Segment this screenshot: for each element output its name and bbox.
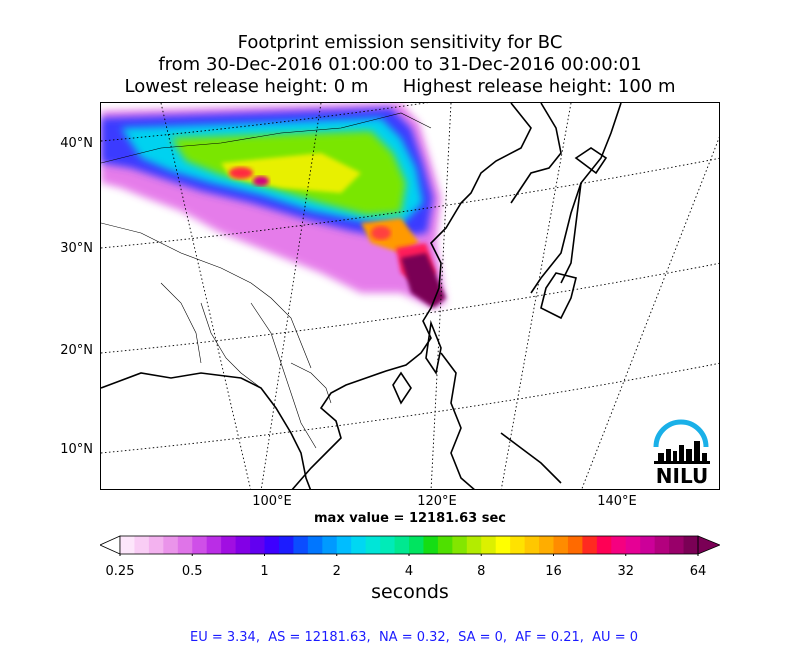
colorbar-tick-label: 0.25 — [105, 564, 135, 579]
region-summary: EU = 3.34, AS = 12181.63, NA = 0.32, SA … — [190, 630, 638, 645]
colorbar-swatch — [524, 536, 540, 554]
colorbar-tick-label: 64 — [689, 564, 707, 579]
colorbar-swatch — [365, 536, 381, 554]
colorbar-swatch — [437, 536, 453, 554]
colorbar-swatch — [409, 536, 424, 554]
lat-label-40n: 40°N — [60, 136, 93, 151]
colorbar-swatch — [466, 536, 482, 554]
colorbar-swatch — [611, 536, 627, 554]
lat-label-10n: 10°N — [60, 442, 93, 457]
map-canvas: NILU — [101, 103, 719, 489]
max-value-text: max value = 12181.63 sec — [314, 511, 506, 526]
colorbar-under-arrow — [100, 535, 121, 555]
colorbar — [100, 535, 720, 556]
colorbar-swatch — [423, 536, 439, 554]
logo-text: NILU — [656, 464, 708, 488]
lon-label-100e: 100°E — [252, 494, 292, 509]
colorbar-swatch — [380, 536, 396, 554]
lat-label-30n: 30°N — [60, 241, 93, 256]
colorbar-swatch — [250, 536, 265, 554]
colorbar-swatch — [120, 536, 135, 554]
colorbar-swatch — [307, 536, 323, 554]
country-borders — [101, 112, 432, 449]
colorbar-swatch — [394, 536, 410, 554]
colorbar-swatch — [510, 536, 526, 554]
nilu-logo: NILU — [653, 419, 710, 488]
colorbar-swatch — [582, 536, 598, 554]
colorbar-swatch — [134, 536, 150, 554]
colorbar-swatch — [264, 536, 280, 554]
colorbar-swatch — [481, 536, 497, 554]
colorbar-swatch — [148, 536, 164, 554]
colorbar-swatch — [640, 536, 656, 554]
colorbar-swatch — [163, 536, 179, 554]
colorbar-swatch — [596, 536, 612, 554]
colorbar-swatch — [177, 536, 193, 554]
colorbar-tick-label: 2 — [332, 564, 341, 579]
colorbar-tick-label: 8 — [477, 564, 486, 579]
colorbar-swatch — [192, 536, 208, 554]
colorbar-label: seconds — [371, 581, 449, 603]
plot-title-line-2: from 30-Dec-2016 01:00:00 to 31-Dec-2016… — [158, 54, 642, 75]
plot-title-line-1: Footprint emission sensitivity for BC — [237, 32, 563, 53]
colorbar-swatch — [235, 536, 251, 554]
colorbar-tick-label: 1 — [260, 564, 269, 579]
colorbar-swatch — [669, 536, 685, 554]
colorbar-swatch — [293, 536, 309, 554]
graticule — [101, 103, 719, 489]
colorbar-swatch — [452, 536, 468, 554]
colorbar-swatch — [654, 536, 670, 554]
colorbar-over-arrow — [697, 535, 720, 555]
colorbar-swatch — [567, 536, 583, 554]
colorbar-tick-label: 32 — [617, 564, 635, 579]
colorbar-swatch — [221, 536, 237, 554]
colorbar-tick-label: 0.5 — [181, 564, 203, 579]
colorbar-swatch — [683, 536, 699, 554]
colorbar-tick-label: 16 — [545, 564, 562, 579]
plot-title-line-3: Lowest release height: 0 m Highest relea… — [124, 76, 676, 97]
colorbar-swatch — [495, 536, 511, 554]
emission-plume — [101, 103, 446, 308]
colorbar-tick-label: 4 — [404, 564, 414, 579]
colorbar-swatch — [625, 536, 641, 554]
lon-label-120e: 120°E — [417, 494, 457, 509]
footprint-map: NILU — [100, 102, 720, 490]
colorbar-swatch — [322, 536, 338, 554]
lon-label-140e: 140°E — [597, 494, 637, 509]
colorbar-swatch — [336, 536, 352, 554]
colorbar-swatch — [351, 536, 367, 554]
colorbar-swatch — [278, 536, 294, 554]
colorbar-swatch — [206, 536, 222, 554]
colorbar-swatch — [553, 536, 569, 554]
colorbar-swatch — [539, 536, 554, 554]
lat-label-20n: 20°N — [60, 343, 93, 358]
